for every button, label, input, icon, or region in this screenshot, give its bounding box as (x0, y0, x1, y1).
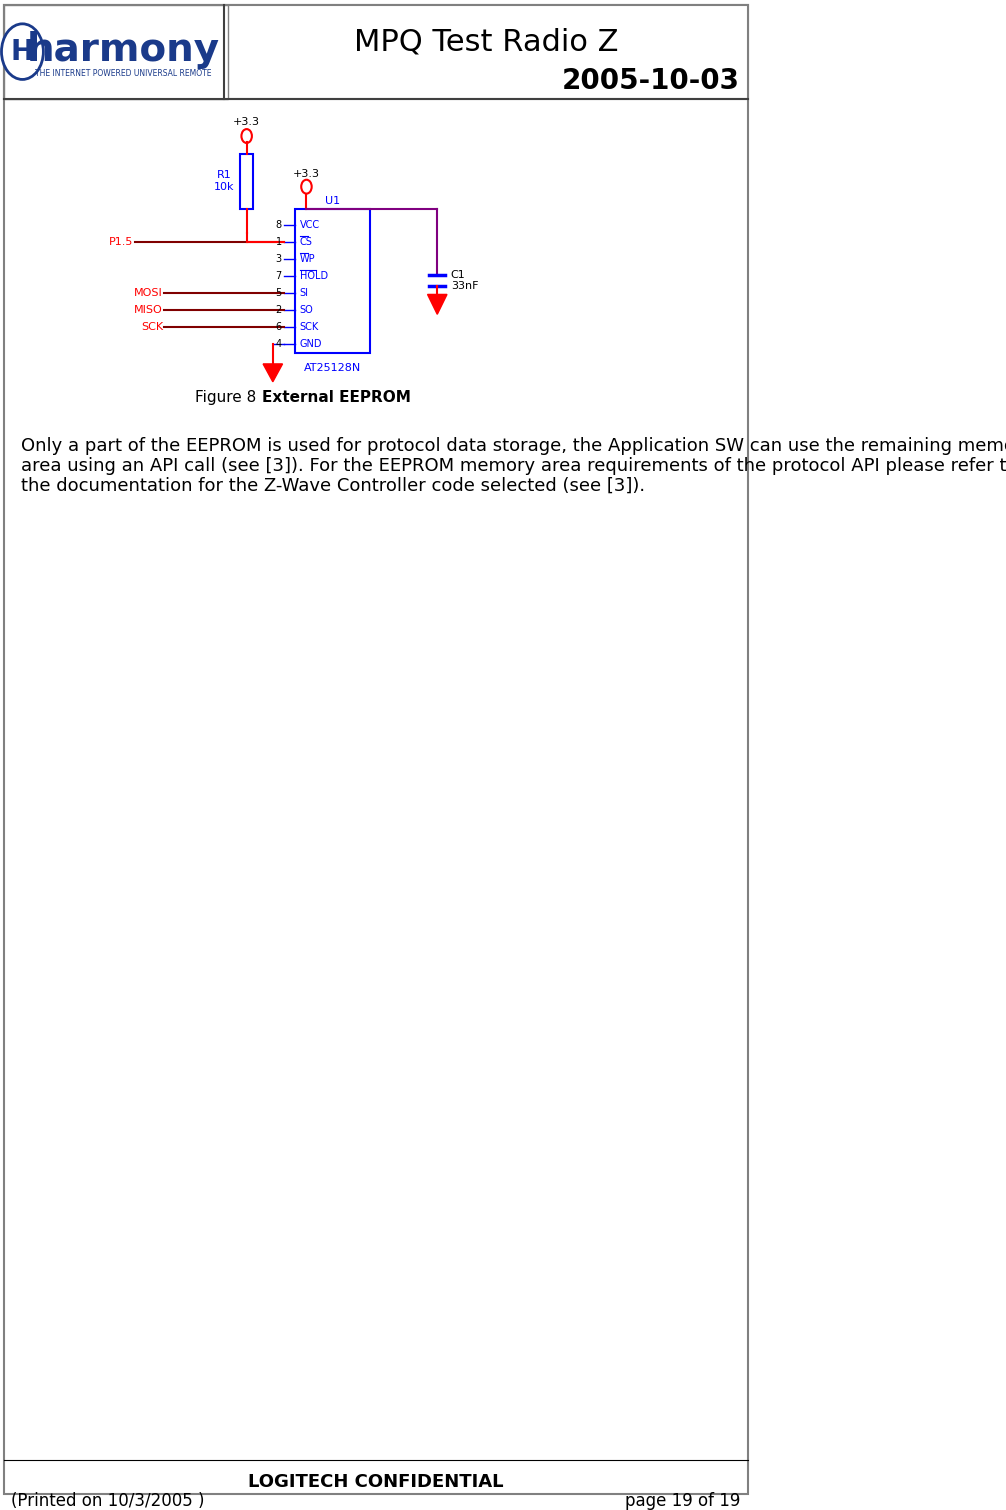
Text: +3.3: +3.3 (233, 118, 261, 127)
Text: WP: WP (300, 254, 315, 264)
Text: THE INTERNET POWERED UNIVERSAL REMOTE: THE INTERNET POWERED UNIVERSAL REMOTE (35, 69, 211, 79)
Text: U1: U1 (325, 196, 340, 205)
Text: HOLD: HOLD (300, 272, 328, 281)
Text: 8: 8 (276, 220, 282, 231)
Text: 2005-10-03: 2005-10-03 (562, 68, 740, 95)
Circle shape (1, 24, 43, 80)
Text: 5: 5 (276, 288, 282, 299)
Text: 7: 7 (276, 272, 282, 281)
Text: 2: 2 (276, 305, 282, 316)
Bar (4, 5, 748, 100)
Text: (Printed on 10/3/2005 ): (Printed on 10/3/2005 ) (11, 1492, 204, 1510)
Text: P1.5: P1.5 (109, 237, 133, 248)
Text: LOGITECH CONFIDENTIAL: LOGITECH CONFIDENTIAL (248, 1472, 504, 1490)
Text: AT25128N: AT25128N (304, 364, 361, 373)
Text: area using an API call (see [3]). For the EEPROM memory area requirements of the: area using an API call (see [3]). For th… (21, 458, 1006, 474)
Bar (4, 5, 228, 100)
Text: Only a part of the EEPROM is used for protocol data storage, the Application SW : Only a part of the EEPROM is used for pr… (21, 436, 1006, 455)
Text: SCK: SCK (300, 322, 319, 332)
Bar (295, 208, 370, 352)
Text: SO: SO (300, 305, 314, 316)
Text: +3.3: +3.3 (293, 169, 320, 178)
Text: H: H (11, 38, 34, 65)
Text: MPQ Test Radio Z: MPQ Test Radio Z (353, 27, 618, 56)
Text: External EEPROM: External EEPROM (262, 390, 410, 405)
Polygon shape (428, 294, 447, 314)
Text: 1: 1 (276, 237, 282, 248)
Text: harmony: harmony (27, 30, 220, 68)
Circle shape (301, 180, 312, 193)
Circle shape (241, 128, 252, 143)
Text: MISO: MISO (134, 305, 163, 316)
Text: C1
33nF: C1 33nF (451, 270, 478, 291)
Text: 3: 3 (276, 254, 282, 264)
Polygon shape (264, 364, 283, 382)
Text: SI: SI (300, 288, 309, 299)
Text: R1
10k: R1 10k (214, 171, 234, 192)
Text: SCK: SCK (141, 322, 163, 332)
Text: 4: 4 (276, 340, 282, 349)
Bar (240, 154, 254, 208)
Text: Figure 8: Figure 8 (195, 390, 262, 405)
Text: GND: GND (300, 340, 322, 349)
Text: MOSI: MOSI (134, 288, 163, 299)
Text: page 19 of 19: page 19 of 19 (625, 1492, 740, 1510)
Text: the documentation for the Z-Wave Controller code selected (see [3]).: the documentation for the Z-Wave Control… (21, 477, 645, 495)
Text: VCC: VCC (300, 220, 320, 231)
Text: CS: CS (300, 237, 313, 248)
Text: 6: 6 (276, 322, 282, 332)
